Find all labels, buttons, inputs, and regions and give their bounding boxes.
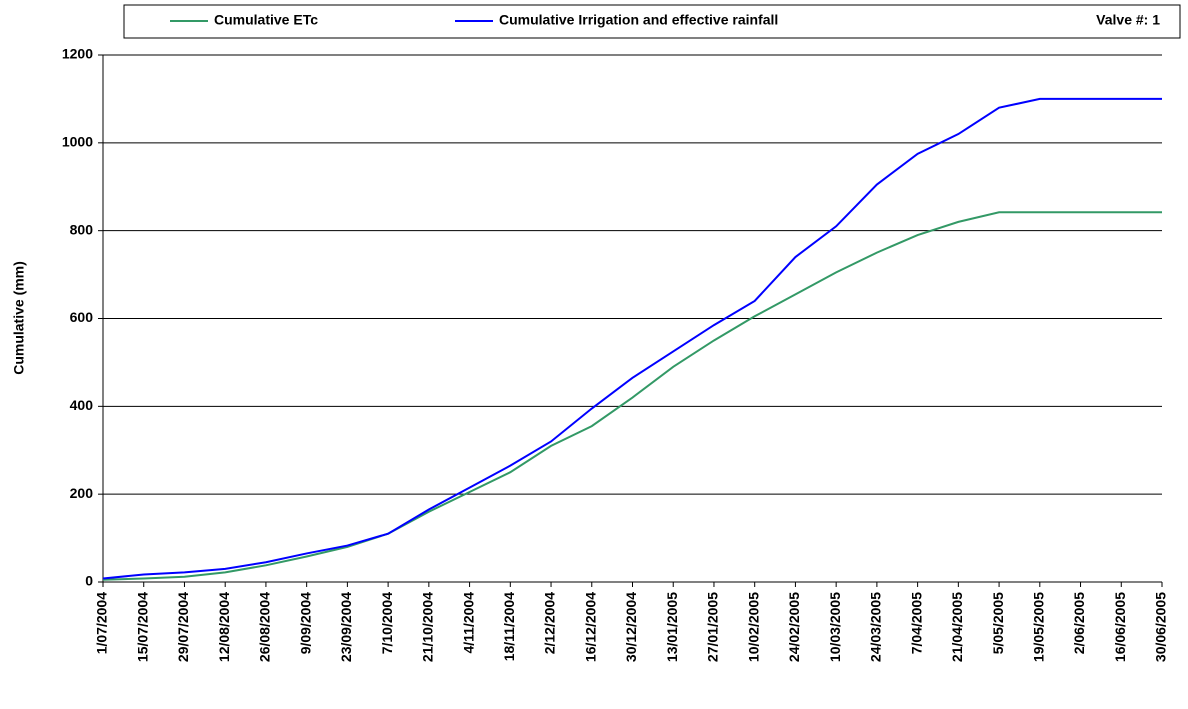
legend-box bbox=[123, 4, 1181, 39]
x-tick-label: 18/11/2004 bbox=[501, 592, 517, 662]
x-tick-label: 12/08/2004 bbox=[216, 592, 232, 662]
x-tick-label: 21/10/2004 bbox=[420, 592, 436, 662]
x-tick-label: 29/07/2004 bbox=[175, 592, 191, 662]
x-tick-label: 7/04/2005 bbox=[908, 592, 924, 654]
y-tick-label: 800 bbox=[70, 221, 94, 237]
x-tick-label: 26/08/2004 bbox=[257, 592, 273, 662]
x-tick-label: 10/03/2005 bbox=[827, 592, 843, 662]
x-tick-label: 2/06/2005 bbox=[1071, 592, 1087, 654]
x-tick-label: 2/12/2004 bbox=[542, 592, 558, 654]
x-tick-label: 30/12/2004 bbox=[623, 592, 639, 662]
x-tick-label: 10/02/2005 bbox=[745, 592, 761, 662]
y-tick-label: 0 bbox=[85, 573, 93, 589]
x-tick-label: 21/04/2005 bbox=[949, 592, 965, 662]
x-tick-label: 9/09/2004 bbox=[297, 592, 313, 654]
x-tick-label: 19/05/2005 bbox=[1031, 592, 1047, 662]
y-axis-label: Cumulative (mm) bbox=[11, 261, 27, 375]
y-tick-label: 1000 bbox=[62, 134, 93, 150]
x-tick-label: 24/03/2005 bbox=[868, 592, 884, 662]
x-tick-label: 1/07/2004 bbox=[94, 592, 110, 654]
legend-label: Cumulative Irrigation and effective rain… bbox=[499, 12, 778, 28]
x-tick-label: 16/06/2005 bbox=[1112, 592, 1128, 662]
y-tick-label: 600 bbox=[70, 309, 94, 325]
y-tick-label: 1200 bbox=[62, 46, 93, 62]
x-tick-label: 24/02/2005 bbox=[786, 592, 802, 662]
series-line bbox=[102, 211, 1162, 581]
series-line bbox=[102, 97, 1162, 580]
x-tick-label: 15/07/2004 bbox=[134, 592, 150, 662]
y-tick-label: 200 bbox=[70, 485, 94, 501]
x-tick-label: 16/12/2004 bbox=[582, 592, 598, 662]
x-tick-label: 13/01/2005 bbox=[664, 592, 680, 662]
x-tick-label: 30/06/2005 bbox=[1153, 592, 1169, 662]
legend-note: Valve #: 1 bbox=[1096, 12, 1160, 28]
legend-label: Cumulative ETc bbox=[214, 12, 318, 28]
x-tick-label: 7/10/2004 bbox=[379, 592, 395, 654]
x-tick-label: 5/05/2005 bbox=[990, 592, 1006, 654]
x-tick-label: 23/09/2004 bbox=[338, 592, 354, 662]
x-tick-label: 4/11/2004 bbox=[460, 592, 476, 654]
y-tick-label: 400 bbox=[70, 397, 94, 413]
x-tick-label: 27/01/2005 bbox=[705, 592, 721, 662]
